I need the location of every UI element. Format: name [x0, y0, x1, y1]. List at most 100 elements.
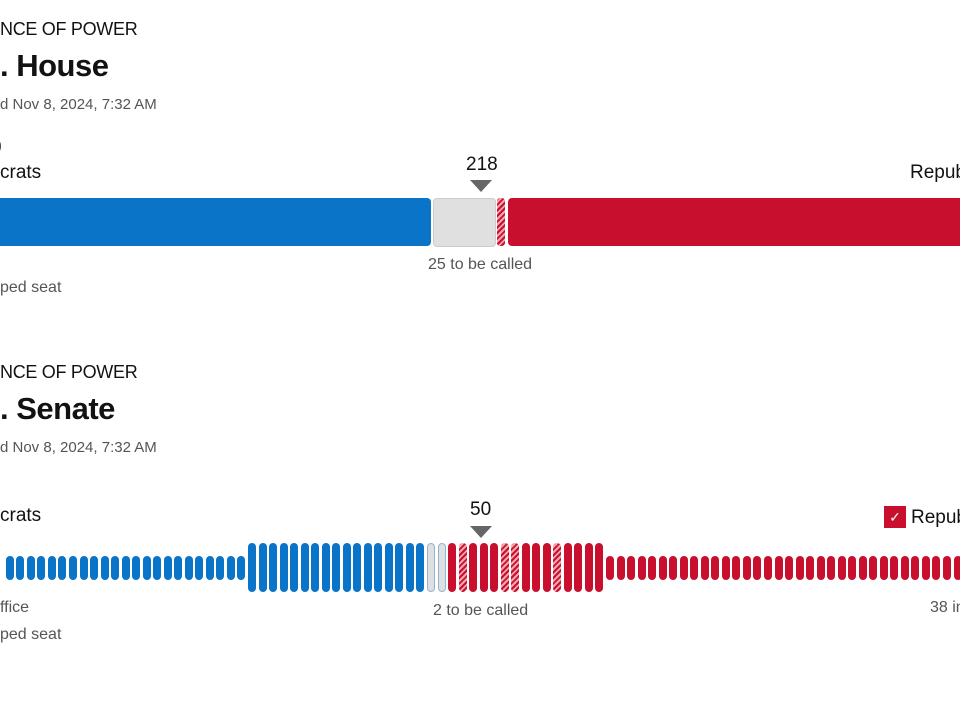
senate-seat-dem-not-up[interactable] [142, 556, 151, 580]
senate-seat-dem-not-up[interactable] [195, 556, 204, 580]
senate-seat-rep-not-up[interactable] [658, 556, 667, 580]
senate-seat-dem[interactable] [332, 543, 341, 592]
senate-seat-rep-not-up[interactable] [816, 556, 825, 580]
senate-seat-dem[interactable] [300, 543, 309, 592]
senate-seat-dem[interactable] [279, 543, 288, 592]
house-dem-segment[interactable] [0, 198, 431, 246]
senate-seat-rep-not-up[interactable] [848, 556, 857, 580]
senate-seat-rep-not-up[interactable] [869, 556, 878, 580]
senate-seat-rep[interactable] [448, 543, 457, 592]
senate-seat-pending[interactable] [427, 543, 435, 592]
senate-seat-rep-not-up[interactable] [742, 556, 751, 580]
senate-seat-dem-not-up[interactable] [90, 556, 99, 580]
senate-seat-dem[interactable] [395, 543, 404, 592]
senate-seat-rep-not-up[interactable] [627, 556, 636, 580]
senate-seat-rep-not-up[interactable] [785, 556, 794, 580]
senate-seat-dem-not-up[interactable] [68, 556, 77, 580]
senate-seat-rep-not-up[interactable] [669, 556, 678, 580]
senate-seat-dem[interactable] [342, 543, 351, 592]
senate-seat-dem-not-up[interactable] [79, 556, 88, 580]
senate-seat-rep[interactable] [542, 543, 551, 592]
senate-seat-rep-not-up[interactable] [942, 556, 951, 580]
house-to-be-called: 25 to be called [428, 256, 533, 273]
senate-seat-rep-not-up[interactable] [679, 556, 688, 580]
senate-seat-dem-not-up[interactable] [47, 556, 56, 580]
senate-seat-dem[interactable] [405, 543, 414, 592]
senate-seat-rep[interactable] [490, 543, 499, 592]
senate-seat-dem[interactable] [248, 543, 256, 592]
senate-seat-dem-not-up[interactable] [100, 556, 109, 580]
senate-seat-dem[interactable] [363, 543, 372, 592]
senate-seat-dem-not-up[interactable] [121, 556, 130, 580]
senate-seat-rep[interactable] [532, 543, 541, 592]
senate-seat-rep-not-up[interactable] [795, 556, 804, 580]
senate-seat-rep[interactable] [479, 543, 488, 592]
senate-seat-rep-flipped[interactable] [500, 543, 509, 592]
senate-seat-rep-not-up[interactable] [721, 556, 730, 580]
senate-seat-dem-not-up[interactable] [37, 556, 46, 580]
senate-seat-rep-not-up[interactable] [648, 556, 657, 580]
senate-seat-pending[interactable] [437, 543, 446, 592]
house-updated: d Nov 8, 2024, 7:32 AM [0, 96, 157, 113]
senate-seat-rep-not-up[interactable] [606, 556, 615, 580]
senate-seat-rep-not-up[interactable] [711, 556, 720, 580]
senate-seat-dem[interactable] [290, 543, 299, 592]
senate-seat-dem-not-up[interactable] [111, 556, 120, 580]
senate-seat-dem-not-up[interactable] [237, 556, 246, 580]
senate-seat-dem[interactable] [311, 543, 320, 592]
senate-seat-rep[interactable] [521, 543, 530, 592]
house-flipped-segment[interactable] [497, 198, 505, 246]
senate-seat-rep-not-up[interactable] [616, 556, 625, 580]
senate-seat-dem-not-up[interactable] [205, 556, 214, 580]
senate-seat-rep[interactable] [563, 543, 572, 592]
house-rep-segment[interactable] [508, 198, 960, 246]
senate-seat-rep-not-up[interactable] [690, 556, 699, 580]
senate-seat-rep[interactable] [584, 543, 593, 592]
senate-seat-dem-not-up[interactable] [216, 556, 225, 580]
senate-legend-not-up: ffice [0, 599, 30, 616]
senate-seat-rep-not-up[interactable] [806, 556, 815, 580]
senate-seat-dem[interactable] [269, 543, 278, 592]
senate-seat-rep-not-up[interactable] [827, 556, 836, 580]
majority-marker-icon [470, 180, 492, 192]
senate-seat-dem-not-up[interactable] [132, 556, 141, 580]
senate-seat-rep[interactable] [595, 543, 604, 592]
senate-seat-dem-not-up[interactable] [184, 556, 193, 580]
senate-seat-rep-not-up[interactable] [900, 556, 909, 580]
senate-seat-dem[interactable] [374, 543, 383, 592]
senate-seat-dem-not-up[interactable] [58, 556, 67, 580]
house-pending-segment[interactable] [433, 198, 496, 247]
senate-seat-dem-not-up[interactable] [226, 556, 235, 580]
senate-seat-rep-not-up[interactable] [890, 556, 899, 580]
senate-seat-dem-not-up[interactable] [26, 556, 35, 580]
senate-seat-dem[interactable] [321, 543, 330, 592]
senate-seat-rep-not-up[interactable] [921, 556, 930, 580]
senate-seat-rep-not-up[interactable] [700, 556, 709, 580]
senate-seat-rep-not-up[interactable] [858, 556, 867, 580]
senate-seat-dem[interactable] [384, 543, 393, 592]
senate-seat-rep-not-up[interactable] [732, 556, 741, 580]
senate-seat-rep-not-up[interactable] [911, 556, 920, 580]
senate-seat-rep-flipped[interactable] [511, 543, 520, 592]
senate-seat-rep-not-up[interactable] [932, 556, 941, 580]
senate-seat-rep-not-up[interactable] [763, 556, 772, 580]
house-majority-number: 218 [466, 154, 498, 175]
senate-seat-rep-not-up[interactable] [753, 556, 762, 580]
senate-seat-dem-not-up[interactable] [174, 556, 183, 580]
senate-seat-dem-not-up[interactable] [163, 556, 172, 580]
senate-seat-rep-not-up[interactable] [879, 556, 888, 580]
senate-seat-rep-flipped[interactable] [553, 543, 562, 592]
senate-seat-rep[interactable] [574, 543, 583, 592]
senate-seat-rep-not-up[interactable] [637, 556, 646, 580]
senate-seat-dem[interactable] [353, 543, 362, 592]
senate-seat-rep-not-up[interactable] [774, 556, 783, 580]
senate-seat-rep-flipped[interactable] [458, 543, 467, 592]
senate-seat-dem-not-up[interactable] [16, 556, 25, 580]
senate-seat-dem-not-up[interactable] [153, 556, 162, 580]
senate-seat-rep-not-up[interactable] [953, 556, 960, 580]
senate-seat-rep-not-up[interactable] [837, 556, 846, 580]
senate-seat-dem-not-up[interactable] [5, 556, 14, 580]
senate-seat-dem[interactable] [416, 543, 425, 592]
senate-seat-rep[interactable] [469, 543, 478, 592]
senate-seat-dem[interactable] [258, 543, 267, 592]
